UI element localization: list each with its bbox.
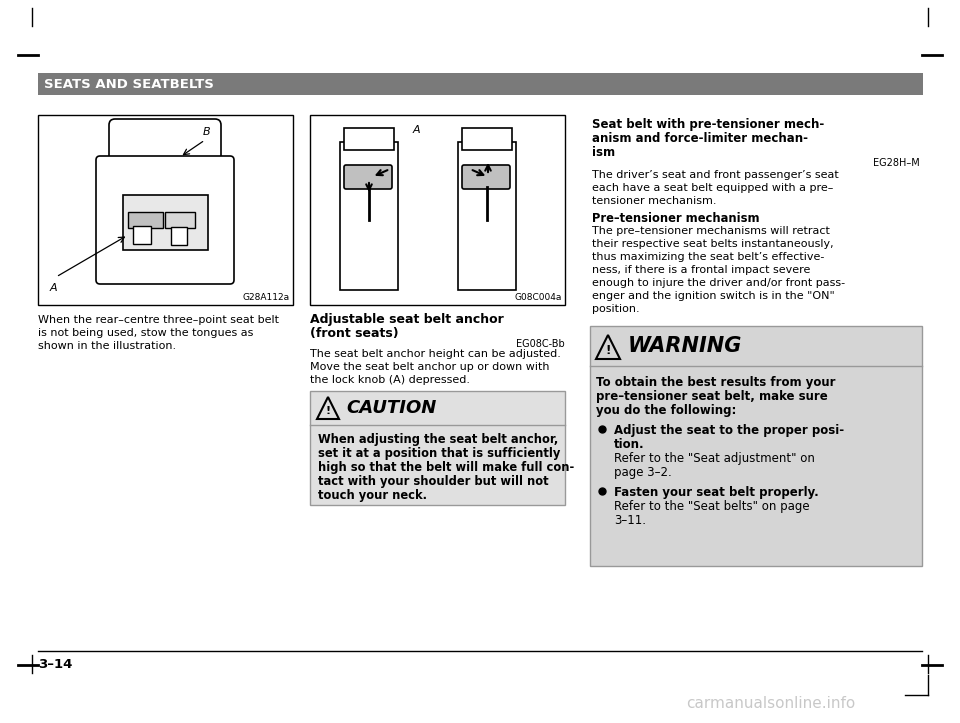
Text: ness, if there is a frontal impact severe: ness, if there is a frontal impact sever… (592, 265, 810, 275)
Text: EG08C-Bb: EG08C-Bb (516, 339, 565, 349)
Text: Refer to the "Seat adjustment" on: Refer to the "Seat adjustment" on (614, 452, 815, 465)
FancyBboxPatch shape (96, 156, 234, 284)
Text: EG28H–M: EG28H–M (874, 158, 920, 168)
Text: high so that the belt will make full con-: high so that the belt will make full con… (318, 461, 574, 474)
Bar (344, 128, 394, 150)
Text: thus maximizing the seat belt’s effective-: thus maximizing the seat belt’s effectiv… (592, 252, 825, 262)
Text: Seat belt with pre-tensioner mech-: Seat belt with pre-tensioner mech- (592, 118, 825, 131)
Text: tion.: tion. (614, 438, 644, 451)
Text: the lock knob (A) depressed.: the lock knob (A) depressed. (310, 375, 470, 385)
Bar (310, 115, 565, 305)
Text: you do the following:: you do the following: (596, 404, 736, 417)
Text: tact with your shoulder but will not: tact with your shoulder but will not (318, 475, 548, 488)
Text: Adjustable seat belt anchor: Adjustable seat belt anchor (310, 313, 504, 326)
Text: 3–11.: 3–11. (614, 514, 646, 527)
Bar (310, 391, 565, 505)
FancyBboxPatch shape (109, 119, 221, 173)
Bar (38, 115, 293, 305)
Text: WARNING: WARNING (628, 336, 742, 356)
Text: To obtain the best results from your: To obtain the best results from your (596, 376, 835, 389)
Text: The pre–tensioner mechanisms will retract: The pre–tensioner mechanisms will retrac… (592, 226, 829, 236)
Text: anism and force-limiter mechan-: anism and force-limiter mechan- (592, 132, 808, 145)
Text: The seat belt anchor height can be adjusted.: The seat belt anchor height can be adjus… (310, 349, 561, 359)
Text: When adjusting the seat belt anchor,: When adjusting the seat belt anchor, (318, 433, 559, 446)
Text: Fasten your seat belt properly.: Fasten your seat belt properly. (614, 486, 819, 499)
Text: (front seats): (front seats) (310, 327, 398, 340)
Text: each have a seat belt equipped with a pre–: each have a seat belt equipped with a pr… (592, 183, 833, 193)
Text: G08C004a: G08C004a (515, 293, 562, 302)
Text: CAUTION: CAUTION (346, 399, 437, 417)
Text: A: A (50, 283, 58, 293)
Text: G28A112a: G28A112a (243, 293, 290, 302)
Text: ism: ism (592, 146, 615, 159)
Text: Adjust the seat to the proper posi-: Adjust the seat to the proper posi- (614, 424, 844, 437)
Text: Refer to the "Seat belts" on page: Refer to the "Seat belts" on page (614, 500, 809, 513)
Bar (165, 212, 195, 228)
Text: !: ! (325, 406, 330, 416)
Bar (128, 212, 163, 228)
Text: SEATS AND SEATBELTS: SEATS AND SEATBELTS (44, 77, 214, 90)
Bar (462, 128, 512, 150)
Text: The driver’s seat and front passenger’s seat: The driver’s seat and front passenger’s … (592, 170, 839, 180)
Text: B: B (203, 127, 210, 137)
Text: !: ! (606, 343, 611, 356)
Text: enger and the ignition switch is in the "ON": enger and the ignition switch is in the … (592, 291, 835, 301)
Bar (171, 227, 187, 245)
Text: carmanualsonline.info: carmanualsonline.info (685, 696, 855, 711)
Bar (458, 142, 516, 290)
Bar (38, 73, 923, 95)
FancyBboxPatch shape (462, 165, 510, 189)
Text: set it at a position that is sufficiently: set it at a position that is sufficientl… (318, 447, 561, 460)
Text: is not being used, stow the tongues as: is not being used, stow the tongues as (38, 328, 253, 338)
Text: their respective seat belts instantaneously,: their respective seat belts instantaneou… (592, 239, 833, 249)
Text: pre–tensioner seat belt, make sure: pre–tensioner seat belt, make sure (596, 390, 828, 403)
Text: Pre–tensioner mechanism: Pre–tensioner mechanism (592, 212, 759, 225)
Polygon shape (317, 397, 339, 419)
Text: Move the seat belt anchor up or down with: Move the seat belt anchor up or down wit… (310, 362, 549, 372)
Text: page 3–2.: page 3–2. (614, 466, 672, 479)
Text: 3–14: 3–14 (38, 658, 72, 671)
Text: position.: position. (592, 304, 639, 314)
Bar (340, 142, 398, 290)
Text: shown in the illustration.: shown in the illustration. (38, 341, 176, 351)
Bar (133, 226, 151, 244)
Text: When the rear–centre three–point seat belt: When the rear–centre three–point seat be… (38, 315, 279, 325)
Text: touch your neck.: touch your neck. (318, 489, 427, 502)
Bar (590, 326, 922, 566)
FancyBboxPatch shape (344, 165, 392, 189)
Polygon shape (596, 335, 620, 359)
Text: A: A (413, 125, 420, 135)
Text: enough to injure the driver and/or front pass-: enough to injure the driver and/or front… (592, 278, 845, 288)
Bar (123, 195, 208, 250)
Text: tensioner mechanism.: tensioner mechanism. (592, 196, 716, 206)
